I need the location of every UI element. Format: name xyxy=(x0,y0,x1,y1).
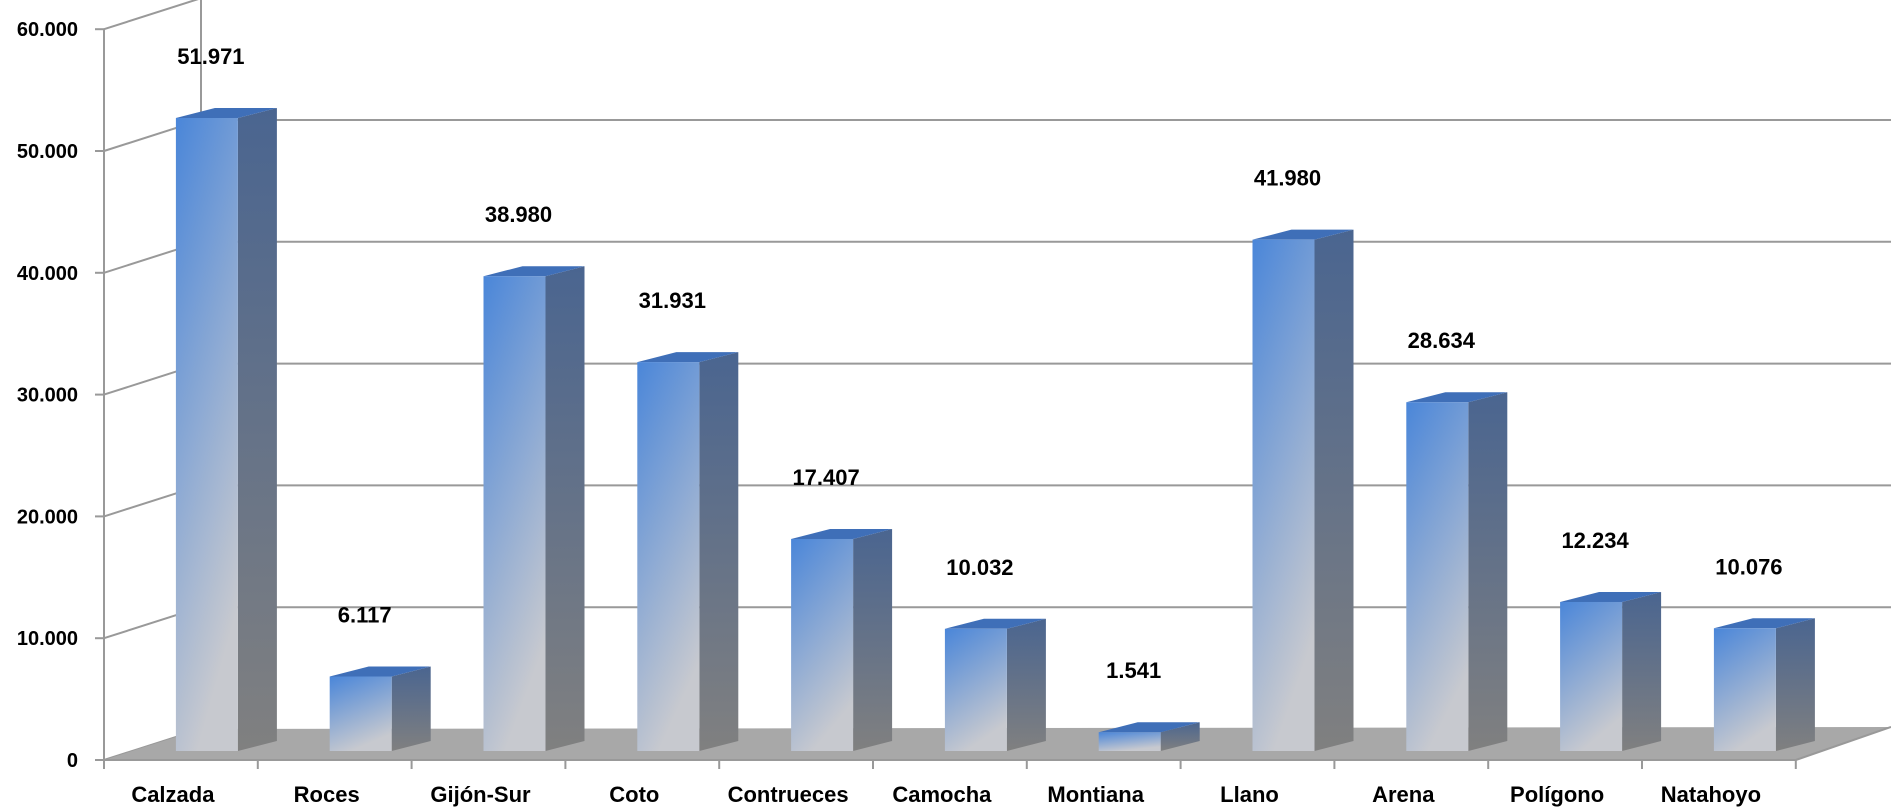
bar-calzada xyxy=(175,107,277,751)
bar-front xyxy=(1098,732,1161,751)
bar-contrueces xyxy=(791,528,893,751)
bar-front xyxy=(1713,628,1776,751)
side-wall-line xyxy=(103,0,199,31)
y-tick-label: 20.000 xyxy=(17,506,78,528)
bar-natahoyo xyxy=(1713,618,1815,751)
bar-top xyxy=(483,266,585,277)
bar-side xyxy=(1314,229,1354,751)
bar-front xyxy=(637,362,700,751)
category-label: Contrueces xyxy=(728,782,849,807)
bar-coto xyxy=(637,352,739,751)
category-label: Polígono xyxy=(1510,782,1604,807)
bar-side xyxy=(391,666,431,751)
bar-side xyxy=(1160,722,1200,751)
bar-side xyxy=(237,107,277,751)
bar-side xyxy=(699,352,739,751)
bar-camocha xyxy=(944,618,1046,751)
bar-front xyxy=(944,628,1007,751)
data-label: 10.076 xyxy=(1715,554,1782,579)
axes xyxy=(95,28,1891,769)
labels: 0 10.000 20.000 30.000 40.000 50.000 60.000 51.… xyxy=(17,19,1783,807)
bar-gij-n-sur xyxy=(483,266,585,751)
data-label: 1.541 xyxy=(1106,658,1161,683)
bar-top xyxy=(1713,618,1815,629)
bar-montiana xyxy=(1098,722,1200,751)
bar-front xyxy=(483,276,546,751)
bar-top xyxy=(1406,392,1508,403)
bar-side xyxy=(545,266,585,751)
floor-edge xyxy=(1795,726,1891,761)
data-label: 31.931 xyxy=(639,288,706,313)
data-label: 6.117 xyxy=(338,602,392,627)
data-label: 28.634 xyxy=(1408,328,1476,353)
data-label: 12.234 xyxy=(1561,528,1629,553)
bar-front xyxy=(175,117,238,751)
bar-roces xyxy=(329,666,431,751)
category-label: Roces xyxy=(294,782,360,807)
y-tick-label: 0 xyxy=(67,750,78,772)
data-label: 17.407 xyxy=(792,465,859,490)
bar-top xyxy=(1560,591,1662,602)
data-label: 10.032 xyxy=(946,555,1013,580)
bar-side xyxy=(853,528,893,751)
bar-top xyxy=(637,352,739,363)
category-label: Natahoyo xyxy=(1661,782,1761,807)
bar-side xyxy=(1468,392,1508,751)
bar-pol-gono xyxy=(1560,591,1662,751)
bar-front xyxy=(1406,402,1469,751)
category-label: Arena xyxy=(1372,782,1435,807)
bar-front xyxy=(329,676,392,751)
bar-top xyxy=(329,666,431,677)
bar-arena xyxy=(1406,392,1508,751)
bar-side xyxy=(1006,618,1046,751)
bar-side xyxy=(1775,618,1815,751)
category-label: Coto xyxy=(609,782,659,807)
category-label: Montiana xyxy=(1047,782,1144,807)
bar-top xyxy=(1252,229,1354,240)
bar-front xyxy=(1560,601,1623,751)
category-label: Llano xyxy=(1220,782,1279,807)
y-tick-label: 40.000 xyxy=(17,263,78,285)
category-label: Camocha xyxy=(892,782,992,807)
bar-llano xyxy=(1252,229,1354,751)
bar-top xyxy=(791,528,893,539)
y-tick-label: 50.000 xyxy=(17,141,78,163)
y-tick-label: 30.000 xyxy=(17,385,78,407)
data-label: 41.980 xyxy=(1254,166,1321,191)
bar-top xyxy=(944,618,1046,629)
bar-top xyxy=(175,107,277,118)
data-label: 51.971 xyxy=(177,44,244,69)
bar-top xyxy=(1098,722,1200,733)
category-label: Calzada xyxy=(131,782,215,807)
category-label: Gijón-Sur xyxy=(430,782,531,807)
bar-side xyxy=(1622,591,1662,751)
y-tick-label: 60.000 xyxy=(17,19,78,41)
bar-front xyxy=(1252,239,1315,751)
bars xyxy=(175,107,1815,751)
data-label: 38.980 xyxy=(485,202,552,227)
bar-front xyxy=(791,538,854,751)
y-tick-label: 10.000 xyxy=(17,628,78,650)
